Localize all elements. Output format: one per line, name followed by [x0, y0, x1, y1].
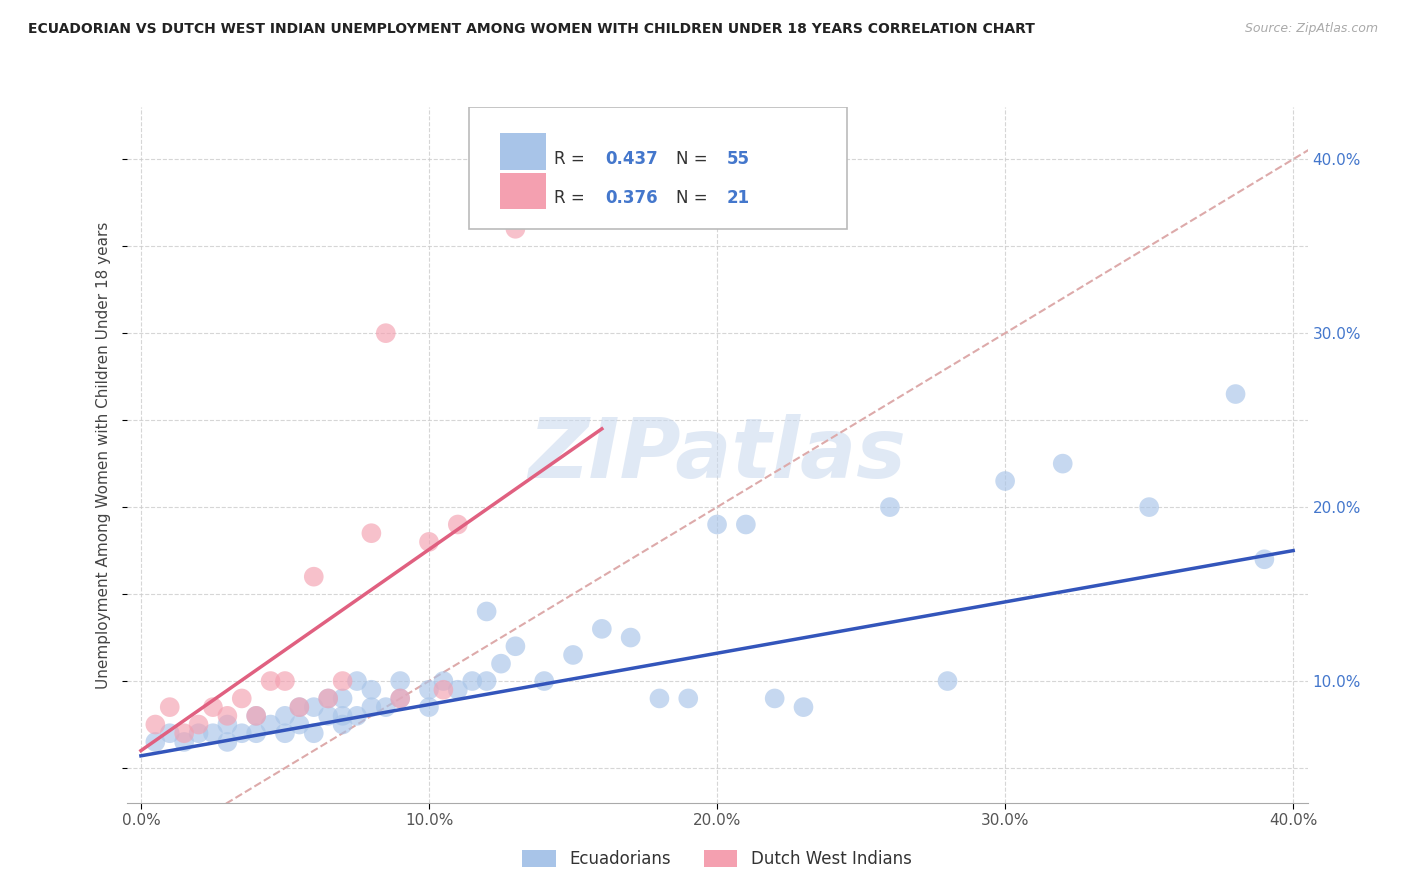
Point [288, 700, 311, 714]
Point [389, 691, 412, 706]
Point [879, 500, 901, 514]
Text: ECUADORIAN VS DUTCH WEST INDIAN UNEMPLOYMENT AMONG WOMEN WITH CHILDREN UNDER 18 : ECUADORIAN VS DUTCH WEST INDIAN UNEMPLOY… [28, 22, 1035, 37]
Point [432, 674, 454, 689]
FancyBboxPatch shape [470, 107, 846, 229]
Point [217, 735, 239, 749]
Point [734, 517, 756, 532]
Point [360, 682, 382, 697]
Point [389, 674, 412, 689]
Point [173, 735, 195, 749]
Text: 21: 21 [727, 189, 749, 207]
Point [143, 735, 166, 749]
Y-axis label: Unemployment Among Women with Children Under 18 years: Unemployment Among Women with Children U… [96, 221, 111, 689]
Point [201, 726, 224, 740]
Point [418, 682, 440, 697]
Point [489, 657, 512, 671]
Point [994, 474, 1017, 488]
FancyBboxPatch shape [499, 173, 546, 210]
Point [201, 700, 224, 714]
Point [792, 700, 814, 714]
Point [231, 726, 253, 740]
Point [418, 700, 440, 714]
Point [461, 674, 484, 689]
Point [316, 691, 339, 706]
Point [591, 622, 613, 636]
Point [288, 700, 311, 714]
Point [302, 726, 325, 740]
Text: N =: N = [676, 189, 713, 207]
Point [143, 717, 166, 731]
Point [332, 708, 354, 723]
Point [173, 726, 195, 740]
Text: 0.437: 0.437 [605, 150, 658, 169]
Text: N =: N = [676, 150, 713, 169]
Point [562, 648, 585, 662]
Point [1052, 457, 1074, 471]
Point [346, 674, 368, 689]
Point [505, 639, 527, 653]
Point [706, 517, 728, 532]
Point [274, 708, 297, 723]
Point [245, 708, 267, 723]
Point [763, 691, 786, 706]
Text: R =: R = [554, 189, 591, 207]
Point [259, 717, 281, 731]
Point [389, 691, 412, 706]
Point [231, 691, 253, 706]
Text: Source: ZipAtlas.com: Source: ZipAtlas.com [1244, 22, 1378, 36]
Point [374, 700, 396, 714]
Point [346, 708, 368, 723]
Legend: Ecuadorians, Dutch West Indians: Ecuadorians, Dutch West Indians [516, 843, 918, 874]
Point [187, 726, 209, 740]
Text: ZIPatlas: ZIPatlas [529, 415, 905, 495]
Point [533, 674, 555, 689]
Point [475, 674, 498, 689]
Point [447, 517, 470, 532]
Point [475, 605, 498, 619]
Point [1225, 387, 1247, 401]
Point [936, 674, 959, 689]
Point [159, 726, 181, 740]
Point [274, 674, 297, 689]
Point [259, 674, 281, 689]
Point [288, 717, 311, 731]
Point [648, 691, 671, 706]
Point [374, 326, 396, 340]
Point [217, 708, 239, 723]
Point [678, 691, 700, 706]
Point [316, 691, 339, 706]
Point [332, 717, 354, 731]
Point [302, 569, 325, 583]
Point [159, 700, 181, 714]
Point [1253, 552, 1275, 566]
Point [447, 682, 470, 697]
Point [332, 691, 354, 706]
Point [360, 526, 382, 541]
FancyBboxPatch shape [499, 134, 546, 169]
Text: 0.376: 0.376 [605, 189, 658, 207]
Point [332, 674, 354, 689]
Point [505, 222, 527, 236]
Text: R =: R = [554, 150, 591, 169]
Point [620, 631, 643, 645]
Point [302, 700, 325, 714]
Text: 55: 55 [727, 150, 749, 169]
Point [245, 708, 267, 723]
Point [217, 717, 239, 731]
Point [1137, 500, 1160, 514]
Point [418, 534, 440, 549]
Point [245, 726, 267, 740]
Point [316, 708, 339, 723]
Point [360, 700, 382, 714]
Point [432, 682, 454, 697]
Point [274, 726, 297, 740]
Point [187, 717, 209, 731]
